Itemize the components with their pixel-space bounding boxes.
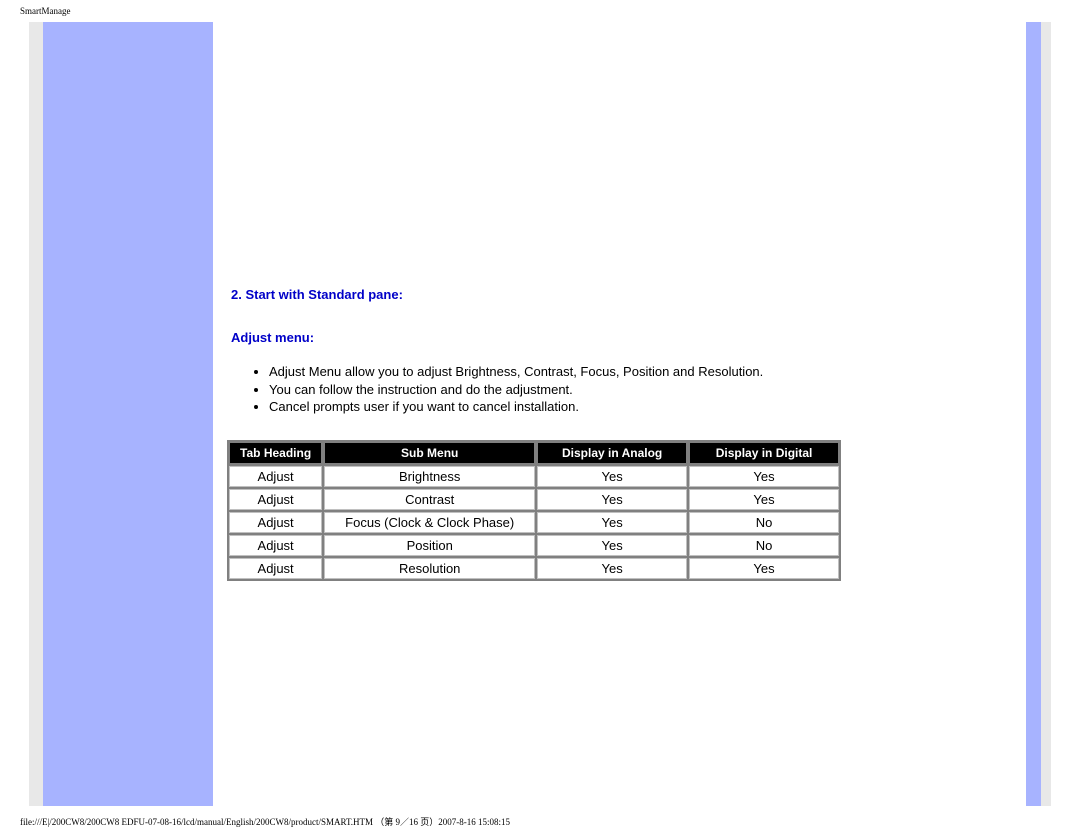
cell: Focus (Clock & Clock Phase): [324, 512, 535, 533]
cell: Contrast: [324, 489, 535, 510]
cell: Yes: [689, 489, 839, 510]
cell: Adjust: [229, 512, 322, 533]
table-row: Adjust Focus (Clock & Clock Phase) Yes N…: [229, 512, 839, 533]
table-row: Adjust Resolution Yes Yes: [229, 558, 839, 579]
cell: Adjust: [229, 489, 322, 510]
section-heading: 2. Start with Standard pane:: [231, 287, 1008, 302]
page-frame: 2. Start with Standard pane: Adjust menu…: [29, 22, 1051, 806]
col-sub-menu: Sub Menu: [324, 442, 535, 464]
table-row: Adjust Position Yes No: [229, 535, 839, 556]
section-subheading: Adjust menu:: [231, 330, 1008, 345]
bullet-list: Adjust Menu allow you to adjust Brightne…: [269, 363, 1008, 416]
right-margin-fill: [1041, 22, 1051, 806]
col-display-digital: Display in Digital: [689, 442, 839, 464]
list-item: Cancel prompts user if you want to cance…: [269, 398, 1008, 416]
cell: Adjust: [229, 535, 322, 556]
table-header-row: Tab Heading Sub Menu Display in Analog D…: [229, 442, 839, 464]
cell: Yes: [689, 558, 839, 579]
page-header-label: SmartManage: [20, 6, 70, 16]
cell: Yes: [537, 558, 687, 579]
left-margin-fill: [29, 22, 43, 806]
cell: Yes: [537, 466, 687, 487]
footer-path: file:///E|/200CW8/200CW8 EDFU-07-08-16/l…: [20, 815, 510, 828]
cell: Yes: [537, 512, 687, 533]
cell: Adjust: [229, 466, 322, 487]
cell: Brightness: [324, 466, 535, 487]
cell: Yes: [537, 489, 687, 510]
cell: Position: [324, 535, 535, 556]
content-area: 2. Start with Standard pane: Adjust menu…: [213, 22, 1026, 806]
cell: Yes: [537, 535, 687, 556]
table-row: Adjust Contrast Yes Yes: [229, 489, 839, 510]
cell: Yes: [689, 466, 839, 487]
cell: Adjust: [229, 558, 322, 579]
col-tab-heading: Tab Heading: [229, 442, 322, 464]
list-item: Adjust Menu allow you to adjust Brightne…: [269, 363, 1008, 381]
cell: No: [689, 512, 839, 533]
cell: Resolution: [324, 558, 535, 579]
table-row: Adjust Brightness Yes Yes: [229, 466, 839, 487]
adjust-menu-table: Tab Heading Sub Menu Display in Analog D…: [227, 440, 841, 581]
cell: No: [689, 535, 839, 556]
col-display-analog: Display in Analog: [537, 442, 687, 464]
left-stripe: [43, 22, 213, 806]
right-stripe: [1026, 22, 1041, 806]
list-item: You can follow the instruction and do th…: [269, 381, 1008, 399]
